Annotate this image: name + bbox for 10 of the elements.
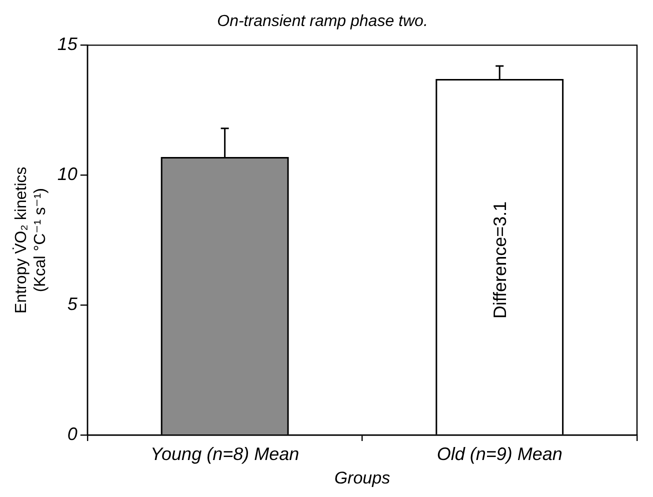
- annotation: Difference=3.1: [490, 201, 510, 319]
- y-tick-label: 10: [57, 164, 78, 184]
- x-tick-label: Old (n=9) Mean: [436, 444, 562, 464]
- x-tick-label: Young (n=8) Mean: [150, 444, 300, 464]
- x-axis-title: Groups: [334, 468, 391, 488]
- y-tick-label: 5: [67, 294, 78, 314]
- y-tick-label: 15: [57, 34, 78, 54]
- y-axis-title: Entropy V̇O₂ kinetics (Kcal °C⁻¹ s⁻¹): [12, 166, 50, 314]
- y-tick-label: 0: [67, 424, 78, 444]
- chart-title: On-transient ramp phase two.: [217, 13, 428, 30]
